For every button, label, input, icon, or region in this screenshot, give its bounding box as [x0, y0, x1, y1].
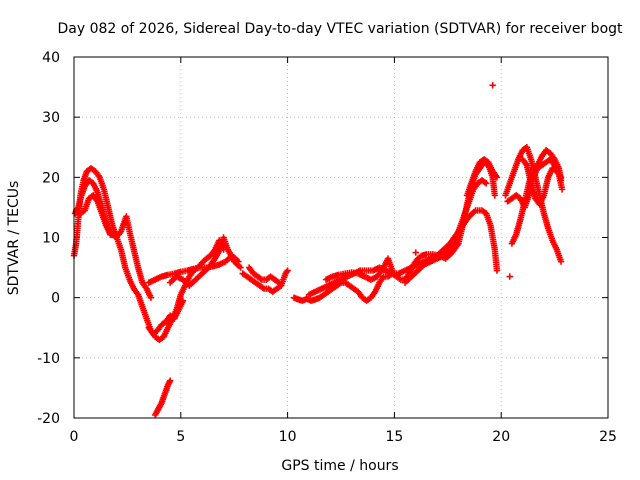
grid-lines	[74, 57, 608, 418]
data-point	[166, 377, 174, 384]
data-point	[557, 258, 565, 265]
y-tick-label: 20	[42, 170, 60, 186]
x-axis-label: GPS time / hours	[281, 458, 398, 474]
data-point	[491, 192, 498, 199]
y-tick-label: 40	[42, 50, 60, 66]
y-tick-label: 30	[42, 110, 60, 126]
data-point-outlier	[489, 82, 496, 89]
x-tick-label: 0	[70, 429, 79, 445]
data-point	[275, 279, 283, 286]
y-tick-label: -10	[37, 351, 60, 367]
data-point	[237, 264, 244, 271]
x-tick-label: 20	[492, 429, 510, 445]
chart-title: Day 082 of 2026, Sidereal Day-to-day VTE…	[57, 21, 623, 37]
data-point	[493, 267, 501, 274]
data-point	[557, 174, 565, 181]
y-tick-label: -20	[37, 411, 60, 427]
tick-labels: 0 5 10 15 20 25 -20 -10 0 10 20 30 40	[37, 50, 617, 445]
data-point	[113, 233, 120, 240]
data-point	[493, 174, 501, 181]
y-tick-label: 0	[51, 291, 60, 307]
data-point	[284, 267, 291, 274]
data-point-outlier	[412, 249, 419, 256]
x-tick-label: 5	[176, 429, 185, 445]
x-tick-label: 25	[599, 429, 617, 445]
x-tick-label: 10	[279, 429, 297, 445]
data-point-outlier	[506, 273, 513, 280]
plot-frame	[73, 56, 609, 419]
data-point	[147, 294, 155, 301]
data-points	[70, 82, 566, 419]
y-axis-label: SDTVAR / TECUs	[6, 181, 22, 296]
data-point	[389, 267, 396, 274]
data-point	[558, 186, 566, 193]
data-point	[483, 180, 490, 187]
data-point	[179, 297, 187, 304]
x-tick-label: 15	[385, 429, 403, 445]
y-tick-label: 10	[42, 231, 60, 247]
